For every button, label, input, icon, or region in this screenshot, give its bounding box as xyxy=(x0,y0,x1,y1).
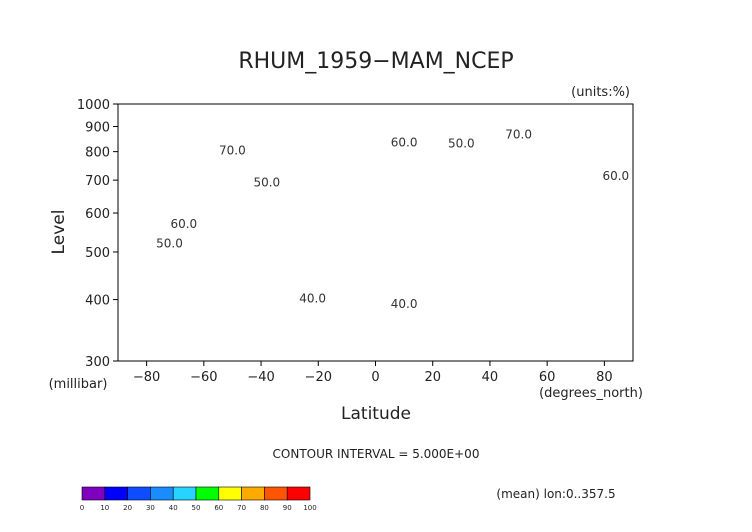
units-label: (units:%) xyxy=(571,85,630,100)
chart-title: RHUM_1959−MAM_NCEP xyxy=(238,49,513,74)
